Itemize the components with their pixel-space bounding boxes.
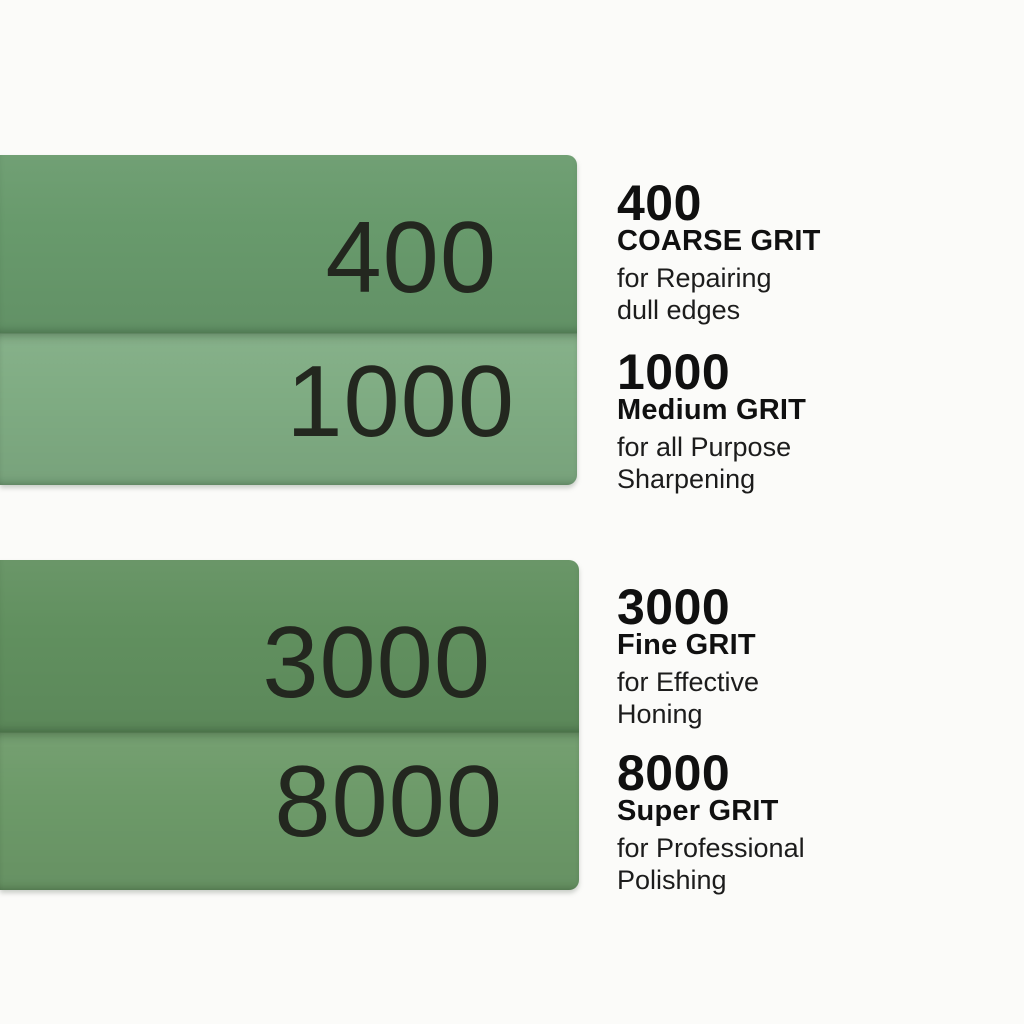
- whetstone-bottom: 3000 8000: [0, 560, 579, 890]
- grit-heading: 8000: [617, 745, 731, 801]
- stone-number-8000: 8000: [274, 745, 503, 858]
- grit-heading: 1000: [617, 344, 731, 400]
- grit-description: for Professional Polishing: [617, 833, 805, 896]
- stone-face-8000: 8000: [0, 732, 579, 890]
- grit-heading: 400: [617, 175, 702, 231]
- stone-face-1000: 1000: [0, 333, 577, 485]
- grit-grade: Medium GRIT: [617, 394, 807, 426]
- label-group-1000: 1000 Medium GRIT for all Purpose Sharpen…: [617, 347, 806, 496]
- label-group-400: 400 COARSE GRIT for Repairing dull edges: [617, 178, 821, 327]
- stone-face-400: 400: [0, 155, 577, 333]
- stone-number-1000: 1000: [286, 345, 515, 458]
- stone-number-3000: 3000: [262, 606, 491, 719]
- grit-grade: Super GRIT: [617, 795, 779, 827]
- label-group-8000: 8000 Super GRIT for Professional Polishi…: [617, 748, 805, 897]
- whetstone-top: 400 1000: [0, 155, 577, 485]
- stone-number-400: 400: [325, 201, 497, 314]
- grit-description: for Repairing dull edges: [617, 263, 772, 326]
- grit-grade: Fine GRIT: [617, 629, 756, 661]
- grit-description: for all Purpose Sharpening: [617, 432, 792, 495]
- grit-description: for Effective Honing: [617, 667, 760, 730]
- stone-face-3000: 3000: [0, 560, 579, 732]
- label-group-3000: 3000 Fine GRIT for Effective Honing: [617, 582, 759, 731]
- label-column: 400 COARSE GRIT for Repairing dull edges…: [617, 0, 1017, 1024]
- grit-heading: 3000: [617, 579, 731, 635]
- grit-grade: COARSE GRIT: [617, 225, 821, 257]
